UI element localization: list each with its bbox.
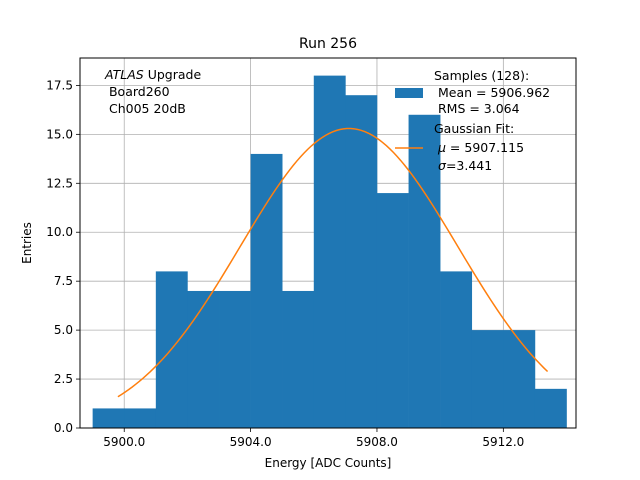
x-axis-ticks: 5900.0 5904.0 5908.0 5912.0 <box>103 428 524 449</box>
y-tick-label-4: 10.0 <box>46 225 73 239</box>
x-tick-label-2: 5908.0 <box>356 435 398 449</box>
legend-hist-swatch <box>395 88 423 98</box>
histogram-bar-12 <box>471 330 504 428</box>
histogram-bar-1 <box>124 408 157 428</box>
y-tick-label-1: 2.5 <box>54 372 73 386</box>
annotation-line-1: ATLAS Upgrade <box>104 67 201 82</box>
legend-fit-sigma: σ=3.441 <box>438 158 492 173</box>
annotation-line-2: Board260 <box>105 84 170 99</box>
histogram-bar-4 <box>219 290 251 428</box>
histogram-bar-10 <box>408 114 441 428</box>
x-tick-label-1: 5904.0 <box>230 435 272 449</box>
histogram-bar-3 <box>187 290 220 428</box>
legend: Samples (128): Mean = 5906.962 RMS = 3.0… <box>395 68 550 173</box>
histogram-bar-6 <box>282 290 315 428</box>
legend-hist-title: Samples (128): <box>434 68 529 83</box>
legend-sigma-symbol: σ <box>438 158 447 173</box>
y-tick-label-3: 7.5 <box>54 274 73 288</box>
y-tick-label-7: 17.5 <box>46 78 73 92</box>
gaussian-fit <box>117 127 549 398</box>
legend-mu-symbol: μ <box>437 140 446 155</box>
x-tick-label-3: 5912.0 <box>482 435 524 449</box>
y-axis-ticks: 0.0 2.5 5.0 7.5 10.0 12.5 15.0 17.5 <box>46 78 80 435</box>
y-axis-label: Entries <box>20 222 34 264</box>
y-tick-label-6: 15.0 <box>46 127 73 141</box>
histogram-bar-8 <box>345 95 378 428</box>
legend-hist-rms: RMS = 3.064 <box>434 101 520 116</box>
chart-title: Run 256 <box>299 36 357 52</box>
y-tick-label-5: 12.5 <box>46 176 73 190</box>
legend-mu-value: = 5907.115 <box>446 140 524 155</box>
annotation-atlas: ATLAS <box>104 67 144 82</box>
histogram-bar-7 <box>313 75 346 428</box>
gaussian-fit-line <box>117 127 549 398</box>
axes-frame <box>79 57 577 429</box>
legend-hist-mean: Mean = 5906.962 <box>434 85 550 100</box>
legend-sigma-value: =3.441 <box>446 158 492 173</box>
atlas-annotation: ATLAS Upgrade Board260 Ch005 20dB <box>104 67 201 116</box>
legend-fit-mu: μ = 5907.115 <box>437 140 524 155</box>
annotation-upgrade: Upgrade <box>144 67 202 82</box>
histogram-bar-5 <box>250 153 283 429</box>
y-tick-label-0: 0.0 <box>54 421 73 435</box>
histogram-bar-13 <box>503 330 536 428</box>
x-axis-label: Energy [ADC Counts] <box>265 456 392 470</box>
histogram-bar-14 <box>534 388 567 428</box>
legend-fit-title: Gaussian Fit: <box>434 121 514 136</box>
histogram-bar-9 <box>376 193 409 428</box>
histogram-bar-0 <box>92 408 125 428</box>
histogram-bar-11 <box>440 271 473 428</box>
x-tick-label-0: 5900.0 <box>103 435 145 449</box>
annotation-line-3: Ch005 20dB <box>105 101 186 116</box>
y-tick-label-2: 5.0 <box>54 323 73 337</box>
